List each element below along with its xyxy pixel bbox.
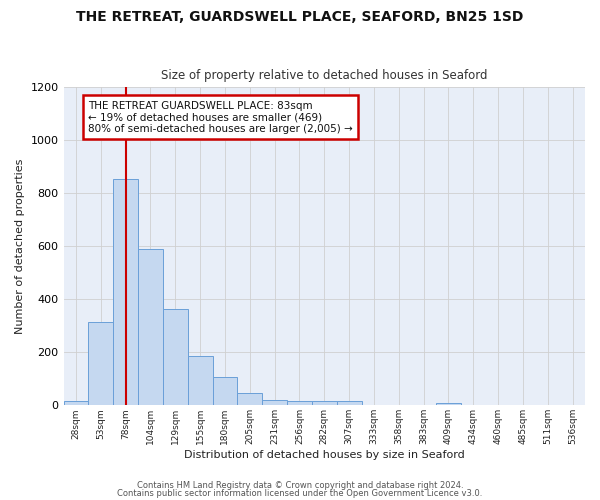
Bar — [287, 400, 312, 406]
Text: Contains public sector information licensed under the Open Government Licence v3: Contains public sector information licen… — [118, 488, 482, 498]
Bar — [436, 402, 461, 406]
Bar — [64, 402, 88, 406]
Bar — [337, 400, 362, 406]
Bar — [312, 400, 337, 406]
Bar — [113, 178, 138, 406]
Y-axis label: Number of detached properties: Number of detached properties — [15, 158, 25, 334]
Bar — [138, 249, 163, 406]
Text: Contains HM Land Registry data © Crown copyright and database right 2024.: Contains HM Land Registry data © Crown c… — [137, 481, 463, 490]
Bar — [238, 394, 262, 406]
Bar — [88, 322, 113, 406]
Bar — [212, 378, 238, 406]
Bar — [163, 308, 188, 406]
Text: THE RETREAT, GUARDSWELL PLACE, SEAFORD, BN25 1SD: THE RETREAT, GUARDSWELL PLACE, SEAFORD, … — [76, 10, 524, 24]
Text: THE RETREAT GUARDSWELL PLACE: 83sqm
← 19% of detached houses are smaller (469)
8: THE RETREAT GUARDSWELL PLACE: 83sqm ← 19… — [88, 100, 353, 134]
X-axis label: Distribution of detached houses by size in Seaford: Distribution of detached houses by size … — [184, 450, 464, 460]
Title: Size of property relative to detached houses in Seaford: Size of property relative to detached ho… — [161, 69, 488, 82]
Bar — [262, 400, 287, 406]
Bar — [188, 356, 212, 406]
